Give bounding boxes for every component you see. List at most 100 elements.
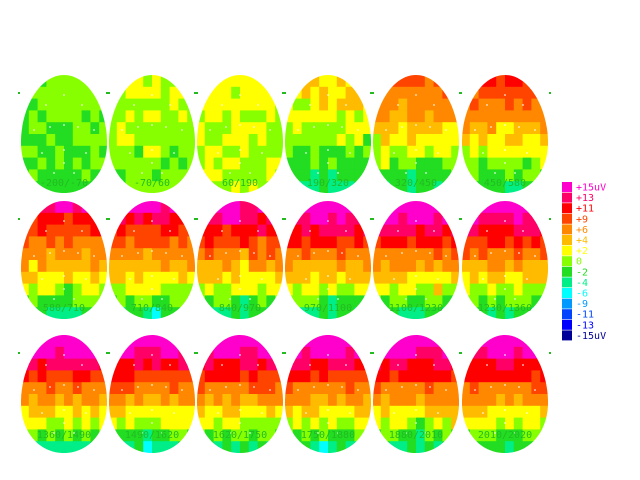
field-cell xyxy=(469,370,480,383)
field-cell xyxy=(292,370,303,383)
field-cell xyxy=(196,307,206,319)
electrode-marker xyxy=(81,230,83,232)
field-cell xyxy=(20,283,30,296)
field-cell xyxy=(505,157,515,170)
field-cell xyxy=(72,98,83,111)
field-cell xyxy=(196,283,206,296)
field-cell xyxy=(213,283,223,296)
field-cell xyxy=(540,441,549,453)
field-cell xyxy=(461,260,471,273)
field-cell xyxy=(90,181,100,193)
field-cell xyxy=(469,429,480,442)
field-cell xyxy=(416,295,426,308)
field-cell xyxy=(37,295,47,308)
field-cell xyxy=(407,75,417,88)
field-cell xyxy=(292,201,303,214)
field-cell xyxy=(522,429,532,442)
field-cell xyxy=(442,441,452,453)
field-cell xyxy=(319,181,329,193)
legend-label: -13 xyxy=(576,320,594,331)
field-cell xyxy=(478,145,488,159)
field-cell xyxy=(416,429,426,442)
field-cell xyxy=(187,260,196,273)
field-cell xyxy=(442,370,452,383)
electrode-marker xyxy=(490,252,492,254)
time-window-label: 60/190 xyxy=(222,178,258,189)
field-cell xyxy=(301,370,311,383)
field-cell xyxy=(461,335,471,348)
field-cell xyxy=(416,417,426,430)
electrode-marker xyxy=(239,288,241,290)
field-cell xyxy=(108,429,118,442)
field-cell xyxy=(461,169,471,182)
electrode-marker xyxy=(151,288,153,290)
field-cell xyxy=(160,370,171,383)
field-cell xyxy=(160,110,171,123)
reference-marker xyxy=(282,92,284,94)
field-cell xyxy=(108,271,118,285)
field-cell xyxy=(301,441,311,453)
field-cell xyxy=(108,382,118,395)
field-cell xyxy=(416,212,426,226)
electrode-marker xyxy=(305,152,307,154)
field-cell xyxy=(442,212,452,226)
field-cell xyxy=(442,417,452,430)
field-cell xyxy=(416,370,426,383)
electrode-marker xyxy=(45,230,47,232)
field-cell xyxy=(55,248,65,261)
field-cell xyxy=(99,382,108,395)
field-cell xyxy=(469,224,480,237)
field-cell xyxy=(319,295,329,308)
field-cell xyxy=(90,417,100,430)
field-cell xyxy=(389,358,399,371)
field-cell xyxy=(213,224,223,237)
field-cell xyxy=(354,260,364,273)
field-cell xyxy=(398,181,408,193)
field-cell xyxy=(37,405,47,419)
electrode-marker xyxy=(169,104,171,106)
field-cell xyxy=(64,248,74,261)
legend-swatch xyxy=(562,288,572,298)
field-cell xyxy=(55,110,65,123)
field-cell xyxy=(319,429,329,442)
field-cell xyxy=(231,417,241,430)
field-cell xyxy=(152,283,162,296)
field-cell xyxy=(345,405,355,419)
field-cell xyxy=(328,271,338,285)
field-cell xyxy=(187,181,196,193)
field-cell xyxy=(372,295,382,308)
field-cell xyxy=(143,335,153,348)
field-cell xyxy=(301,169,311,182)
field-cell xyxy=(451,236,460,249)
field-cell xyxy=(522,346,532,360)
field-cell xyxy=(540,248,549,261)
field-cell xyxy=(196,370,206,383)
electrode-marker xyxy=(504,149,506,151)
field-cell xyxy=(28,236,39,249)
field-cell xyxy=(248,346,259,360)
field-cell xyxy=(407,134,417,147)
field-cell xyxy=(424,145,435,159)
field-cell xyxy=(540,201,549,214)
electrode-marker xyxy=(239,384,241,386)
field-cell xyxy=(143,75,153,88)
field-cell xyxy=(46,335,56,348)
field-cell xyxy=(178,75,188,88)
electrode-marker xyxy=(49,126,51,128)
field-cell xyxy=(319,283,329,296)
field-cell xyxy=(257,98,267,111)
field-cell xyxy=(389,248,399,261)
field-cell xyxy=(496,394,506,407)
field-cell xyxy=(424,382,435,395)
field-cell xyxy=(505,335,515,348)
electrode-marker xyxy=(317,172,319,174)
field-cell xyxy=(540,98,549,111)
field-cell xyxy=(240,370,250,383)
field-cell xyxy=(248,236,259,249)
field-cell xyxy=(284,201,294,214)
field-cell xyxy=(301,429,311,442)
electrode-marker xyxy=(345,104,347,106)
field-cell xyxy=(20,260,30,273)
field-cell xyxy=(319,157,329,170)
field-cell xyxy=(178,110,188,123)
